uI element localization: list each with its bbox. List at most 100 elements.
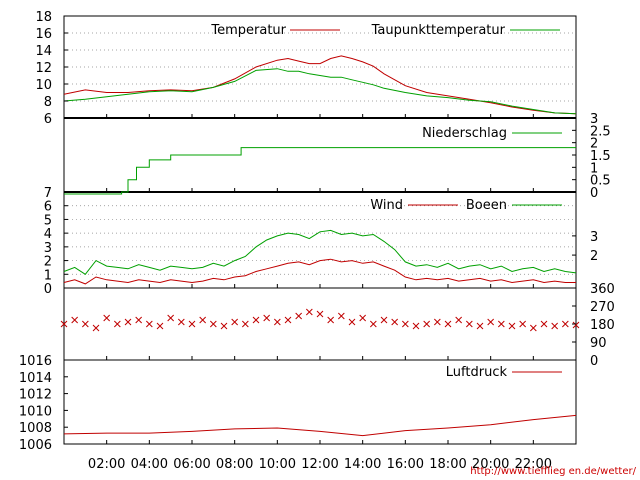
wind-direction-mark [455,316,463,324]
y-right-tick-label: 3 [590,112,598,127]
wind-direction-mark [124,318,132,326]
x-tick-label: 20:00 [472,457,509,472]
legend-label-luftdruck: Luftdruck [446,365,508,380]
wind-direction-mark [81,320,89,328]
y-right-tick-label: 0 [590,186,598,201]
y-right-tick-label: 0.5 [590,174,611,189]
x-tick-label: 12:00 [301,457,338,472]
wind-direction-mark [412,322,420,330]
wind-direction-mark [359,314,367,322]
wind-direction-mark [92,324,100,332]
wind-direction-mark [380,316,388,324]
wind-direction-mark [60,320,68,328]
y-right-tick-label: 1 [590,161,598,176]
y-right-tick-label: 2.5 [590,124,611,139]
series-luftdruck [63,414,577,437]
wind-direction-mark [497,320,505,328]
y-tick-label: 1016 [19,354,52,369]
wind-direction-mark [444,320,452,328]
wind-direction-mark [572,321,580,329]
wind-direction-mark [423,320,431,328]
series-wind [63,258,576,285]
wind-direction-mark [433,318,441,326]
series-boeen [63,229,577,275]
y-right-tick-label: 3 [590,230,598,245]
wind-direction-mark [177,318,185,326]
y-tick-label: 18 [35,10,52,25]
y-right-tick-label: 270 [590,300,615,315]
wind-direction-mark [476,322,484,330]
wind-direction-mark [113,320,121,328]
y-right-tick-label: 2 [590,137,598,152]
wind-direction-mark [465,320,473,328]
y-right-tick-label: 1.5 [590,149,611,164]
x-tick-label: 08:00 [216,457,253,472]
x-tick-label: 06:00 [173,457,210,472]
wind-direction-mark [167,314,175,322]
y-tick-label: 1 [44,268,52,283]
wind-direction-mark [561,320,569,328]
y-tick-label: 3 [44,241,52,256]
wind-direction-mark [337,312,345,320]
y-right-tick-label: 360 [590,282,615,297]
series-temperatur [63,55,577,115]
x-tick-label: 16:00 [387,457,424,472]
wind-direction-mark [327,316,335,324]
wind-direction-mark [252,316,260,324]
y-tick-label: 1012 [19,388,52,403]
source-url[interactable]: http://www.tiefflieg en.de/wetter/ [470,466,636,477]
y-tick-label: 4 [44,227,52,242]
y-tick-label: 10 [35,78,52,93]
y-tick-label: 0 [44,282,52,297]
y-tick-label: 16 [35,27,52,42]
legend-label-niederschlag: Niederschlag [422,126,507,141]
x-tick-label: 02:00 [88,457,125,472]
y-tick-label: 14 [35,44,52,59]
wind-direction-mark [199,316,207,324]
y-tick-label: 7 [44,186,52,201]
wind-direction-mark [369,320,377,328]
wind-direction-mark [145,320,153,328]
wind-direction-mark [529,324,537,332]
legend-label-taupunkttemperatur: Taupunkttemperatur [371,23,506,38]
wind-direction-mark [188,320,196,328]
y-tick-label: 1008 [19,421,52,436]
wind-direction-mark [220,322,228,330]
x-tick-label: 10:00 [259,457,296,472]
x-tick-label: 22:00 [515,457,552,472]
series-taupunkttemperatur [63,68,577,115]
wind-direction-mark [519,320,527,328]
wind-direction-mark [71,316,79,324]
series-layer [60,55,580,437]
y-right-tick-label: 180 [590,318,615,333]
x-tick-label: 14:00 [344,457,381,472]
wind-direction-mark [231,318,239,326]
wind-direction-mark [241,320,249,328]
legend-label-boeen: Boeen [466,198,507,213]
y-tick-label: 1006 [19,438,52,453]
wind-direction-mark [391,318,399,326]
y-tick-label: 6 [44,200,52,215]
y-tick-label: 1014 [19,371,52,386]
wind-direction-mark [273,318,281,326]
y-tick-label: 5 [44,213,52,228]
wind-direction-mark [305,308,313,316]
wind-direction-mark [487,318,495,326]
legend-label-wind: Wind [370,198,403,213]
y-tick-label: 12 [35,61,52,76]
wind-direction-mark [103,314,111,322]
y-right-tick-label: 90 [590,336,607,351]
y-tick-label: 8 [44,95,52,110]
wind-direction-mark [540,320,548,328]
y-tick-label: 2 [44,255,52,270]
wind-direction-mark [508,322,516,330]
x-tick-label: 18:00 [429,457,466,472]
wind-direction-mark [348,318,356,326]
wind-direction-mark [316,310,324,318]
legend-label-temperatur: Temperatur [210,23,286,38]
y-right-tick-label: 2 [590,249,598,264]
wind-direction-mark [551,322,559,330]
wind-direction-mark [401,320,409,328]
